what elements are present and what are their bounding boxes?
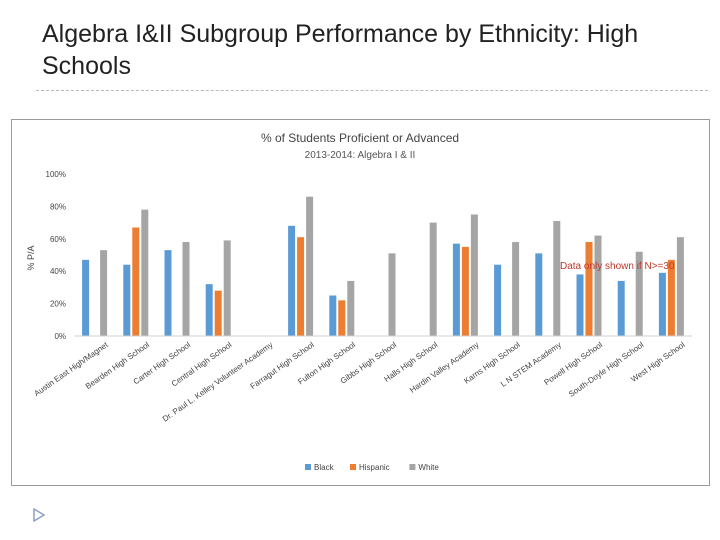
bar-hispanic (585, 242, 593, 336)
legend-swatch-white (409, 464, 416, 470)
bar-black (123, 264, 131, 336)
bar-black (452, 243, 460, 336)
y-tick-label: 0% (54, 332, 66, 341)
bar-hispanic (461, 246, 469, 336)
bar-white (100, 250, 108, 336)
chart-svg: % of Students Proficient or Advanced 201… (26, 131, 692, 472)
bar-white (594, 235, 602, 336)
legend-label: Black (314, 463, 335, 472)
bar-white (388, 253, 396, 336)
bar-white (470, 214, 478, 336)
bar-black (164, 250, 172, 336)
x-tick-label: Hardin Valley Academy (408, 340, 480, 394)
bar-black (288, 225, 296, 336)
bar-white (223, 240, 231, 336)
bar-black (82, 259, 90, 336)
y-axis-label: % P/A (26, 245, 36, 270)
y-tick-label: 100% (46, 170, 66, 179)
bar-black (329, 295, 337, 336)
bar-white (635, 251, 643, 336)
bar-black (576, 274, 584, 336)
chart-subtitle: 2013-2014: Algebra I & II (305, 150, 416, 161)
bar-white (347, 280, 355, 336)
bar-white (676, 237, 684, 336)
bar-black (658, 272, 666, 336)
y-axis-ticks: 0% 20% 40% 60% 80% 100% (46, 170, 66, 341)
x-tick-label: Austin East High/Magnet (32, 340, 110, 398)
bar-hispanic (297, 237, 305, 336)
y-tick-label: 20% (50, 300, 66, 309)
next-slide-arrow-icon[interactable] (33, 508, 45, 522)
bar-white (512, 242, 520, 336)
chart-title: % of Students Proficient or Advanced (261, 131, 459, 145)
y-tick-label: 60% (50, 235, 66, 244)
bar-hispanic (667, 259, 675, 336)
bar-black (617, 280, 625, 336)
x-tick-label: South-Doyle High School (567, 340, 646, 399)
legend-label: Hispanic (359, 463, 390, 472)
bar-white (182, 242, 190, 336)
bar-hispanic (214, 290, 222, 336)
bar-white (553, 220, 561, 336)
bar-white (141, 209, 149, 336)
y-tick-label: 80% (50, 202, 66, 211)
bar-white (429, 222, 437, 336)
bar-black (494, 264, 502, 336)
legend: Black Hispanic White (305, 463, 439, 472)
bar-hispanic (338, 300, 346, 336)
title-divider (36, 90, 708, 91)
bars-layer (82, 196, 684, 336)
bar-black (205, 284, 213, 336)
legend-swatch-black (305, 464, 311, 470)
data-note: Data only shown if N>=30 (560, 261, 675, 272)
y-tick-label: 40% (50, 267, 66, 276)
chart-frame: % of Students Proficient or Advanced 201… (11, 119, 710, 486)
bar-hispanic (132, 227, 140, 336)
legend-label: White (418, 463, 439, 472)
slide-title: Algebra I&II Subgroup Performance by Eth… (42, 20, 639, 80)
bar-black (535, 253, 543, 336)
legend-swatch-hispanic (350, 464, 356, 470)
bar-white (306, 196, 314, 336)
